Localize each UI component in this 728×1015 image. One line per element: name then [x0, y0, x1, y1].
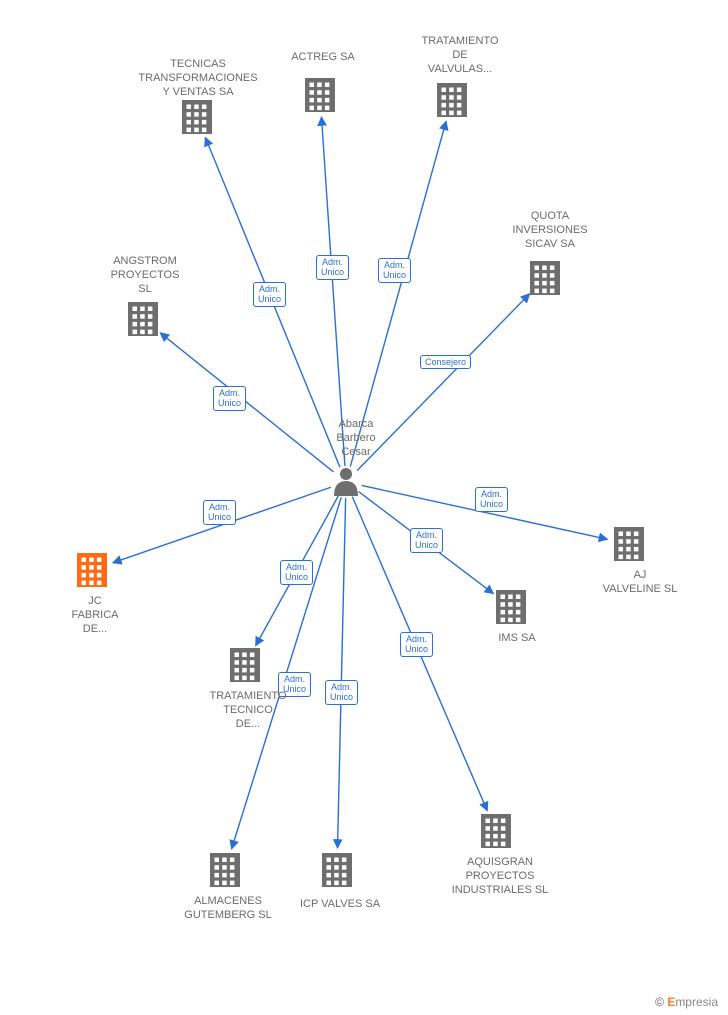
node-label-trattec: TRATAMIENTO TECNICO DE... — [198, 690, 298, 731]
copyright: © Empresia — [655, 995, 718, 1009]
edge-tratval — [350, 121, 446, 466]
edge-label-actreg: Adm. Unico — [316, 255, 349, 280]
building-icon-aquisgran[interactable] — [481, 814, 511, 848]
building-icon-trattec[interactable] — [230, 648, 260, 682]
edge-label-jc: Adm. Unico — [203, 500, 236, 525]
person-icon[interactable] — [334, 468, 358, 496]
node-label-jc: JC FABRICA DE... — [60, 595, 130, 636]
node-label-actreg: ACTREG SA — [278, 51, 368, 65]
node-label-icp: ICP VALVES SA — [290, 898, 390, 912]
building-icon-icp[interactable] — [322, 853, 352, 887]
edge-label-icp: Adm. Unico — [325, 680, 358, 705]
edge-label-ajvalve: Adm. Unico — [475, 487, 508, 512]
building-icon-tratval[interactable] — [437, 83, 467, 117]
edge-label-ims: Adm. Unico — [410, 528, 443, 553]
node-label-angstrom: ANGSTROM PROYECTOS SL — [100, 255, 190, 296]
node-label-tratval: TRATAMIENTO DE VALVULAS... — [410, 35, 510, 76]
edge-label-trattec: Adm. Unico — [280, 560, 313, 585]
node-label-quota: QUOTA INVERSIONES SICAV SA — [500, 210, 600, 251]
edge-angstrom — [160, 333, 333, 472]
node-label-aquisgran: AQUISGRAN PROYECTOS INDUSTRIALES SL — [435, 856, 565, 897]
building-icon-actreg[interactable] — [305, 78, 335, 112]
building-icon-tecnicas[interactable] — [182, 100, 212, 134]
node-label-ajvalve: AJ VALVELINE SL — [590, 569, 690, 597]
edge-label-tecnicas: Adm. Unico — [253, 282, 286, 307]
building-icon-jc[interactable] — [77, 553, 107, 587]
building-icon-quota[interactable] — [530, 261, 560, 295]
edge-label-quota: Consejero — [420, 355, 471, 369]
edge-icp — [338, 498, 346, 848]
person-label: Abarca Barbero Cesar — [326, 418, 386, 459]
node-label-almacenes: ALMACENES GUTEMBERG SL — [173, 895, 283, 923]
node-label-tecnicas: TECNICAS TRANSFORMACIONES Y VENTAS SA — [123, 58, 273, 99]
edge-label-angstrom: Adm. Unico — [213, 386, 246, 411]
building-icon-ajvalve[interactable] — [614, 527, 644, 561]
edge-label-tratval: Adm. Unico — [378, 258, 411, 283]
building-icon-almacenes[interactable] — [210, 853, 240, 887]
building-icon-ims[interactable] — [496, 590, 526, 624]
building-icon-angstrom[interactable] — [128, 302, 158, 336]
node-label-ims: IMS SA — [487, 632, 547, 646]
edge-actreg — [321, 117, 344, 466]
edge-jc — [113, 487, 331, 563]
edge-label-aquisgran: Adm. Unico — [400, 632, 433, 657]
